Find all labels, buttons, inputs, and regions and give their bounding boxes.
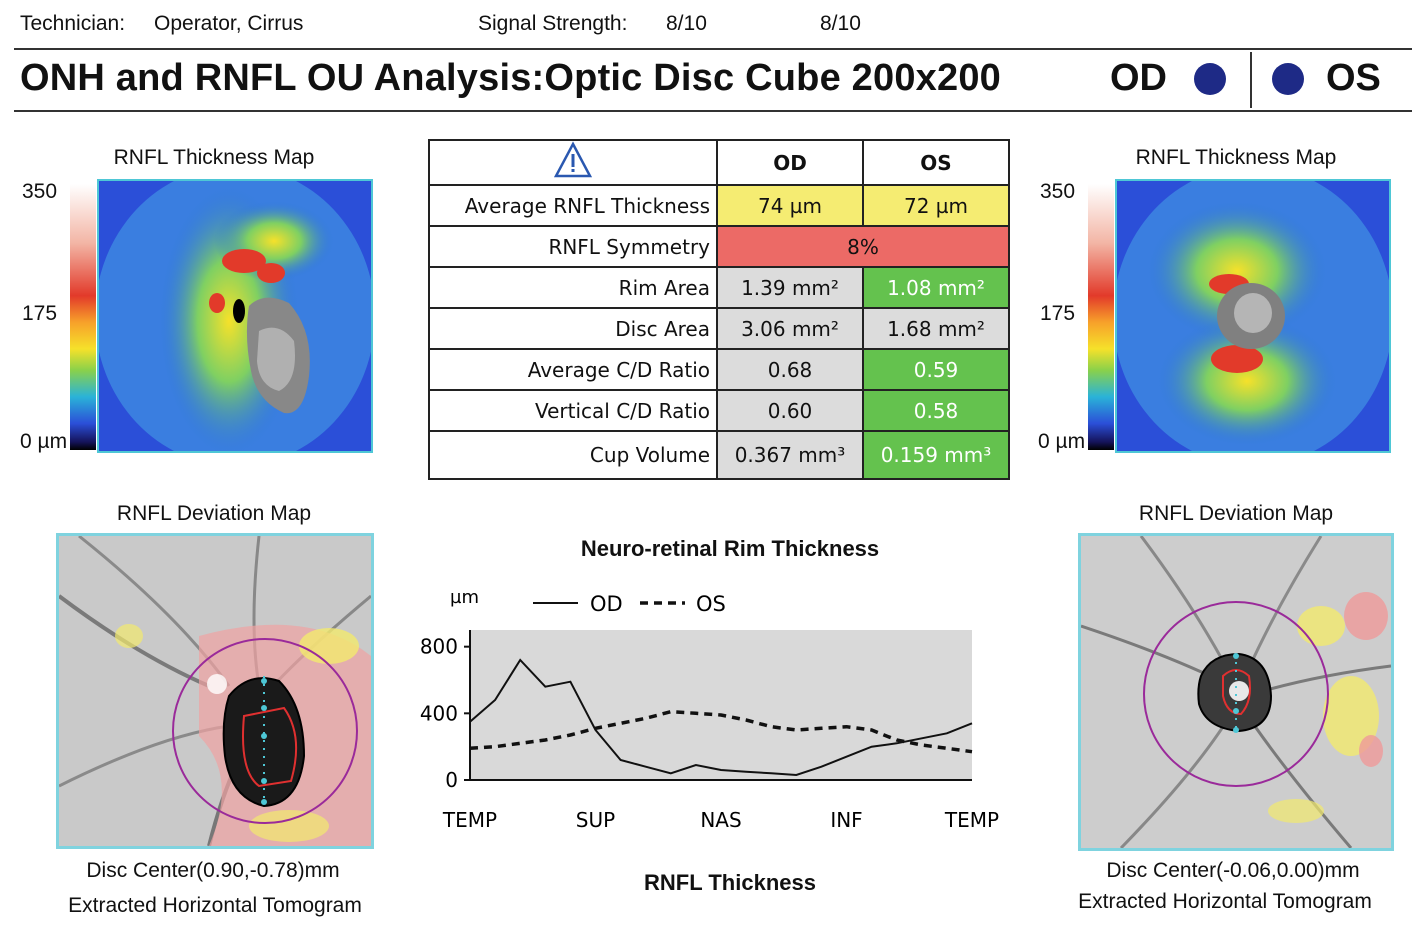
scale-mid-od: 175	[22, 302, 58, 325]
table-row: RNFL Symmetry 8%	[428, 225, 1010, 268]
y-axis-unit: µm	[450, 587, 479, 608]
scale-max-os: 350	[1040, 180, 1076, 203]
value-od: 1.39 mm²	[716, 266, 864, 309]
x-tick-label: NAS	[700, 808, 741, 832]
deviation-map-title-os: RNFL Deviation Map	[1138, 502, 1334, 525]
header-divider-top	[14, 48, 1412, 50]
disc-center-os: Disc Center(-0.06,0.00)mm	[1106, 859, 1360, 882]
thickness-map-title-os: RNFL Thickness Map	[1135, 146, 1337, 169]
table-row: Average C/D Ratio 0.68 0.59	[428, 348, 1010, 391]
header-divider-bottom	[14, 110, 1412, 112]
row-label: Vertical C/D Ratio	[428, 389, 718, 432]
value-od: 0.367 mm³	[716, 430, 864, 480]
row-label: Cup Volume	[428, 430, 718, 480]
scale-min-os: 0 µm	[1038, 430, 1086, 453]
row-label: RNFL Symmetry	[428, 225, 718, 268]
chart-title: Neuro-retinal Rim Thickness	[580, 536, 880, 561]
chart-subtitle: RNFL Thickness	[644, 870, 816, 895]
x-tick-label: TEMP	[944, 808, 999, 832]
series-line-os	[469, 709, 973, 754]
y-tick-label: 0	[445, 768, 458, 792]
table-row: Cup Volume 0.367 mm³ 0.159 mm³	[428, 430, 1010, 480]
technician-label: Technician:	[20, 12, 126, 35]
thickness-map-os	[1115, 179, 1391, 453]
value-od: 0.60	[716, 389, 864, 432]
value-od: 74 µm	[716, 184, 864, 227]
row-label: Average RNFL Thickness	[428, 184, 718, 227]
technician-value: Operator, Cirrus	[154, 12, 304, 35]
value-os: 1.08 mm²	[862, 266, 1010, 309]
plot-area	[470, 630, 972, 780]
os-label: OS	[1326, 57, 1381, 99]
table-row: Rim Area 1.39 mm² 1.08 mm²	[428, 266, 1010, 309]
value-os: 1.68 mm²	[862, 307, 1010, 350]
value-os: 0.58	[862, 389, 1010, 432]
color-scale-bar-od	[70, 184, 96, 450]
signal-strength-label: Signal Strength:	[478, 12, 628, 35]
signal-strength-os: 8/10	[820, 12, 861, 35]
od-dot-icon	[1194, 63, 1226, 95]
metrics-table: OD OS Average RNFL Thickness 74 µm 72 µm…	[428, 139, 1010, 480]
eye-divider	[1250, 52, 1252, 108]
disc-center-od: Disc Center(0.90,-0.78)mm	[86, 859, 340, 882]
series-line-od	[469, 658, 973, 777]
value-os: 0.159 mm³	[862, 430, 1010, 480]
row-label: Average C/D Ratio	[428, 348, 718, 391]
thickness-map-od	[97, 179, 373, 453]
row-label: Rim Area	[428, 266, 718, 309]
tomogram-label-os: Extracted Horizontal Tomogram	[1078, 890, 1372, 913]
value-symmetry: 8%	[716, 225, 1010, 268]
table-row: Disc Area 3.06 mm² 1.68 mm²	[428, 307, 1010, 350]
value-os: 0.59	[862, 348, 1010, 391]
table-row: Vertical C/D Ratio 0.60 0.58	[428, 389, 1010, 432]
rim-thickness-chart: µm OD OS 0 400 800 TEMP SUP NAS INF TEMP	[420, 587, 999, 832]
x-tick-label: SUP	[576, 808, 615, 832]
scale-max-od: 350	[22, 180, 58, 203]
color-scale-bar-os	[1088, 184, 1114, 450]
value-od: 3.06 mm²	[716, 307, 864, 350]
column-header-od: OD	[716, 139, 864, 186]
signal-strength-od: 8/10	[666, 12, 707, 35]
table-row: Average RNFL Thickness 74 µm 72 µm	[428, 184, 1010, 227]
x-tick-label: INF	[830, 808, 862, 832]
thickness-map-title-od: RNFL Thickness Map	[113, 146, 315, 169]
deviation-map-od	[56, 533, 374, 849]
value-od: 0.68	[716, 348, 864, 391]
table-header-row: OD OS	[428, 139, 1010, 186]
warning-icon	[553, 141, 593, 178]
row-label: Disc Area	[428, 307, 718, 350]
value-os: 72 µm	[862, 184, 1010, 227]
y-tick-label: 800	[420, 635, 458, 659]
x-tick-label: TEMP	[442, 808, 497, 832]
warning-cell	[428, 139, 718, 186]
scale-min-od: 0 µm	[20, 430, 68, 453]
deviation-map-title-od: RNFL Deviation Map	[116, 502, 312, 525]
os-dot-icon	[1272, 63, 1304, 95]
scale-mid-os: 175	[1040, 302, 1076, 325]
legend-od-label: OD	[590, 592, 623, 616]
od-label: OD	[1110, 57, 1167, 99]
legend-os-label: OS	[696, 592, 726, 616]
page-title: ONH and RNFL OU Analysis:Optic Disc Cube…	[20, 57, 1001, 99]
y-tick-label: 400	[420, 701, 458, 725]
tomogram-label-od: Extracted Horizontal Tomogram	[68, 894, 362, 917]
deviation-map-os	[1078, 533, 1394, 851]
column-header-os: OS	[862, 139, 1010, 186]
